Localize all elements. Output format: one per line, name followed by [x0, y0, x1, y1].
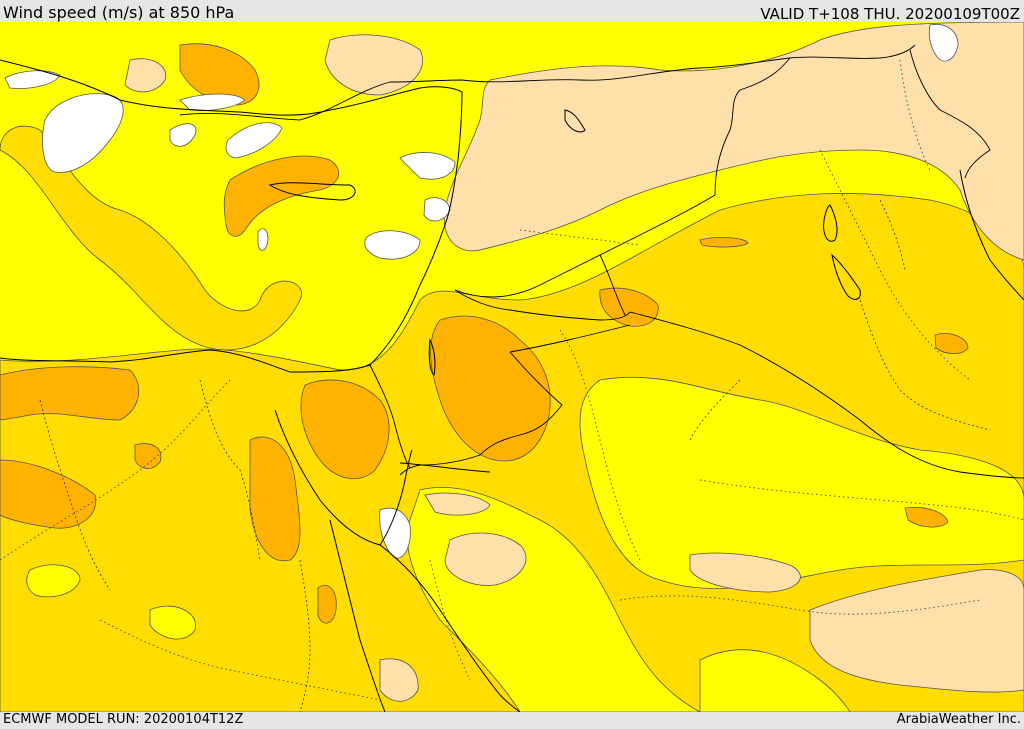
wind-region-strong — [599, 287, 659, 327]
wind-region-calm — [928, 23, 959, 62]
wind-region-strong — [934, 333, 969, 355]
dotted-contours — [0, 59, 1024, 701]
wind-region-moderate — [149, 605, 196, 640]
wind-region-calm — [257, 228, 269, 251]
footer-bar: ECMWF MODEL RUN: 20200104T12Z ArabiaWeat… — [0, 712, 1024, 729]
header-bar: Wind speed (m/s) at 850 hPa VALID T+108 … — [0, 0, 1024, 23]
wind-region-strong — [317, 584, 337, 624]
wind-region-moderate — [699, 649, 851, 712]
wind-region-moderate — [579, 376, 1024, 589]
wind-region-light — [324, 34, 423, 96]
wind-region-calm — [379, 507, 411, 559]
wind-region-strong — [699, 237, 749, 248]
valid-time: VALID T+108 THU. 20200109T00Z — [760, 5, 1020, 23]
coastlines — [0, 59, 1024, 712]
wind-region-calm — [42, 93, 124, 173]
wind-region-strong — [0, 366, 139, 421]
wind-region-light — [124, 58, 167, 93]
wind-region-strong — [300, 379, 390, 479]
wind-region-calm — [225, 122, 283, 159]
model-run-label: ECMWF MODEL RUN: 20200104T12Z — [3, 712, 244, 727]
wind-region-light — [444, 532, 527, 586]
wind-region-strong — [430, 315, 551, 462]
wind-region-strong — [0, 459, 97, 529]
credit-label: ArabiaWeather Inc. — [896, 712, 1021, 727]
wind-region-strong — [904, 506, 949, 528]
wind-region-calm — [169, 123, 197, 147]
wind-region-light — [379, 658, 419, 702]
political-borders — [179, 44, 1024, 479]
wind-region-light — [443, 22, 1024, 261]
map-title: Wind speed (m/s) at 850 hPa — [3, 3, 235, 22]
wind-region-calm — [4, 70, 61, 89]
wind-region-strong — [134, 443, 162, 469]
wind-region-strong — [223, 155, 340, 237]
internal-borders — [39, 199, 991, 712]
wind-region-moderate — [26, 564, 81, 598]
wind-region-strong — [249, 436, 301, 562]
wind-region-light — [689, 552, 801, 593]
wind-region-calm — [423, 197, 451, 222]
wind-region-calm — [399, 152, 456, 180]
wind-region-calm — [364, 230, 421, 260]
wind-region-light — [424, 492, 491, 516]
wind-region-strong — [179, 43, 260, 106]
weather-map — [0, 22, 1024, 712]
wind-speed-map-svg — [0, 22, 1024, 712]
